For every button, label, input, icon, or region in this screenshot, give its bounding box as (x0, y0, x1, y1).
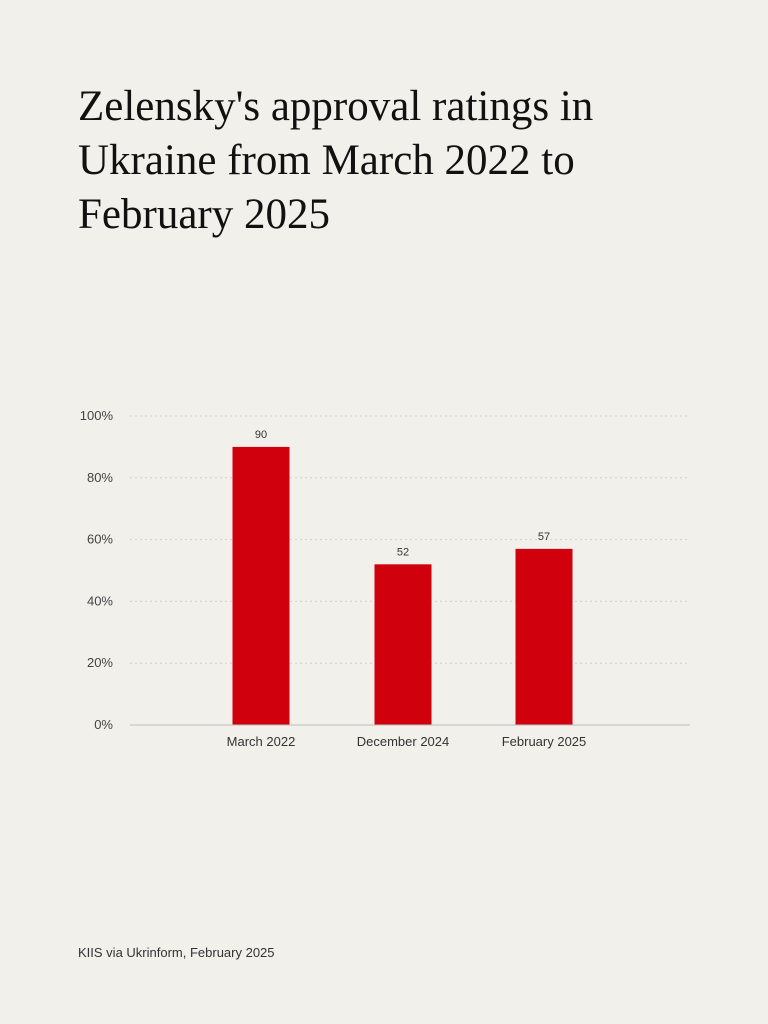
bar (515, 548, 573, 725)
x-category-label: February 2025 (502, 734, 587, 749)
chart-title: Zelensky's approval ratings in Ukraine f… (78, 83, 594, 238)
x-axis-category-labels: March 2022 December 2024 February 2025 (227, 734, 587, 749)
y-tick-label: 0% (94, 717, 113, 732)
y-tick-label: 100% (80, 408, 114, 423)
source-note: KIIS via Ukrinform, February 2025 (78, 945, 275, 960)
bar (374, 564, 432, 725)
y-tick-label: 80% (87, 470, 113, 485)
data-label: 57 (538, 531, 550, 543)
y-tick-label: 20% (87, 655, 113, 670)
x-category-label: December 2024 (357, 734, 450, 749)
data-labels: 90 52 57 (255, 429, 550, 558)
y-tick-label: 40% (87, 593, 113, 608)
y-tick-label: 60% (87, 532, 113, 547)
bar (232, 446, 290, 725)
data-label: 52 (397, 546, 409, 558)
x-category-label: March 2022 (227, 734, 296, 749)
bars (232, 446, 573, 725)
y-axis-tick-labels: 0% 20% 40% 60% 80% 100% (80, 408, 114, 732)
data-label: 90 (255, 429, 267, 441)
